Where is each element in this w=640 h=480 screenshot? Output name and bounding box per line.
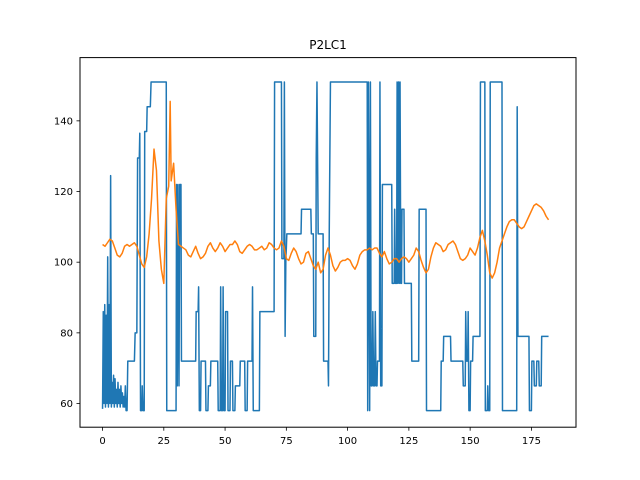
series-line-2: [102, 100, 550, 285]
plot-frame: [79, 57, 577, 428]
y-tick-label: 120: [54, 187, 73, 198]
x-axis: 0 25 50 75 100 125 150 175: [99, 427, 541, 447]
y-tick-label: 80: [60, 328, 73, 339]
y-tick-label: 60: [60, 399, 73, 410]
y-axis: 60 80 100 120 140: [54, 116, 80, 410]
x-tick-label: 125: [399, 436, 418, 447]
x-tick-label: 0: [99, 436, 105, 447]
x-tick-label: 50: [219, 436, 232, 447]
x-tick-label: 100: [338, 436, 357, 447]
series-line-1: [101, 81, 549, 412]
x-tick-label: 25: [157, 436, 170, 447]
x-tick-label: 150: [461, 436, 480, 447]
y-tick-label: 100: [54, 258, 73, 269]
x-tick-label: 75: [280, 436, 293, 447]
series-layer: [101, 81, 550, 412]
chart-title: P2LC1: [309, 38, 347, 52]
x-tick-label: 175: [522, 436, 541, 447]
y-tick-label: 140: [54, 116, 73, 127]
